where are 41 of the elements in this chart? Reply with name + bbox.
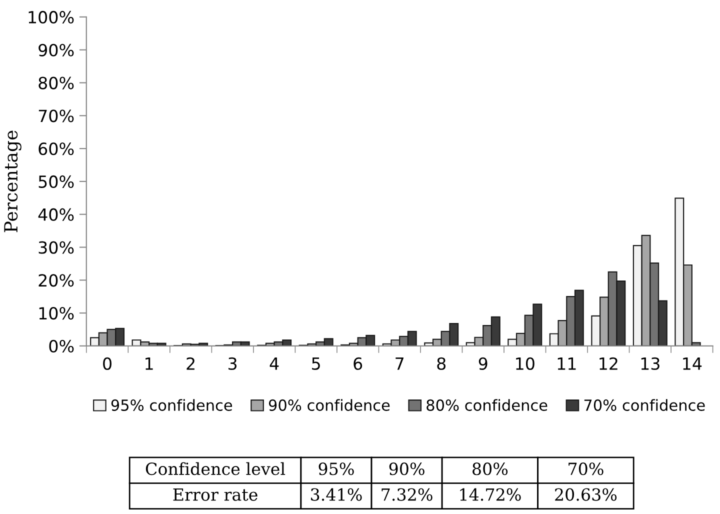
text: 7.32%: [382, 488, 432, 501]
x-tick-label: 9: [478, 357, 488, 370]
x-tick-label: 7: [396, 358, 404, 370]
x-tick-label: 14: [683, 358, 702, 370]
text: 14.72%: [460, 488, 521, 501]
legend-label: 95% confidence: [111, 399, 232, 411]
y-tick-label: 50%: [38, 175, 74, 188]
text: 90%: [389, 462, 424, 476]
x-tick-label: 5: [312, 358, 320, 370]
text: Error rate: [173, 488, 258, 501]
text: 3.41%: [311, 488, 362, 501]
x-tick-label: 13: [641, 357, 660, 370]
y-tick-label: 0%: [49, 340, 74, 352]
y-tick-label: 100%: [28, 10, 74, 24]
text: 80%: [472, 462, 508, 476]
y-tick-label: 80%: [38, 76, 74, 90]
legend-label: 70% confidence: [584, 399, 705, 411]
x-tick-label: 8: [437, 357, 446, 370]
text: 70%: [568, 462, 604, 476]
x-tick-label: 1: [146, 358, 153, 370]
y-tick-label: 60%: [38, 142, 74, 156]
text: Confidence level: [146, 462, 286, 476]
x-tick-label: 4: [270, 358, 279, 370]
x-tick-label: 10: [516, 357, 534, 370]
x-tick-label: 12: [600, 357, 618, 370]
x-tick-label: 2: [186, 357, 194, 370]
y-tick-label: 30%: [38, 241, 74, 254]
y-tick-label: 70%: [38, 110, 74, 122]
text: 95%: [318, 462, 354, 476]
x-tick-label: 3: [228, 357, 237, 370]
y-tick-label: 10%: [39, 306, 74, 320]
legend-label: 90% confidence: [268, 399, 390, 411]
y-tick-label: 20%: [38, 274, 74, 287]
x-tick-label: 6: [354, 357, 362, 370]
legend-label: 80% confidence: [426, 399, 548, 411]
x-tick-label: 11: [558, 358, 576, 370]
text: 20.63%: [555, 488, 617, 501]
y-axis-title: Percentage: [4, 130, 22, 232]
y-tick-label: 90%: [38, 44, 74, 56]
x-tick-label: 0: [103, 357, 112, 370]
y-tick-label: 40%: [38, 208, 74, 221]
